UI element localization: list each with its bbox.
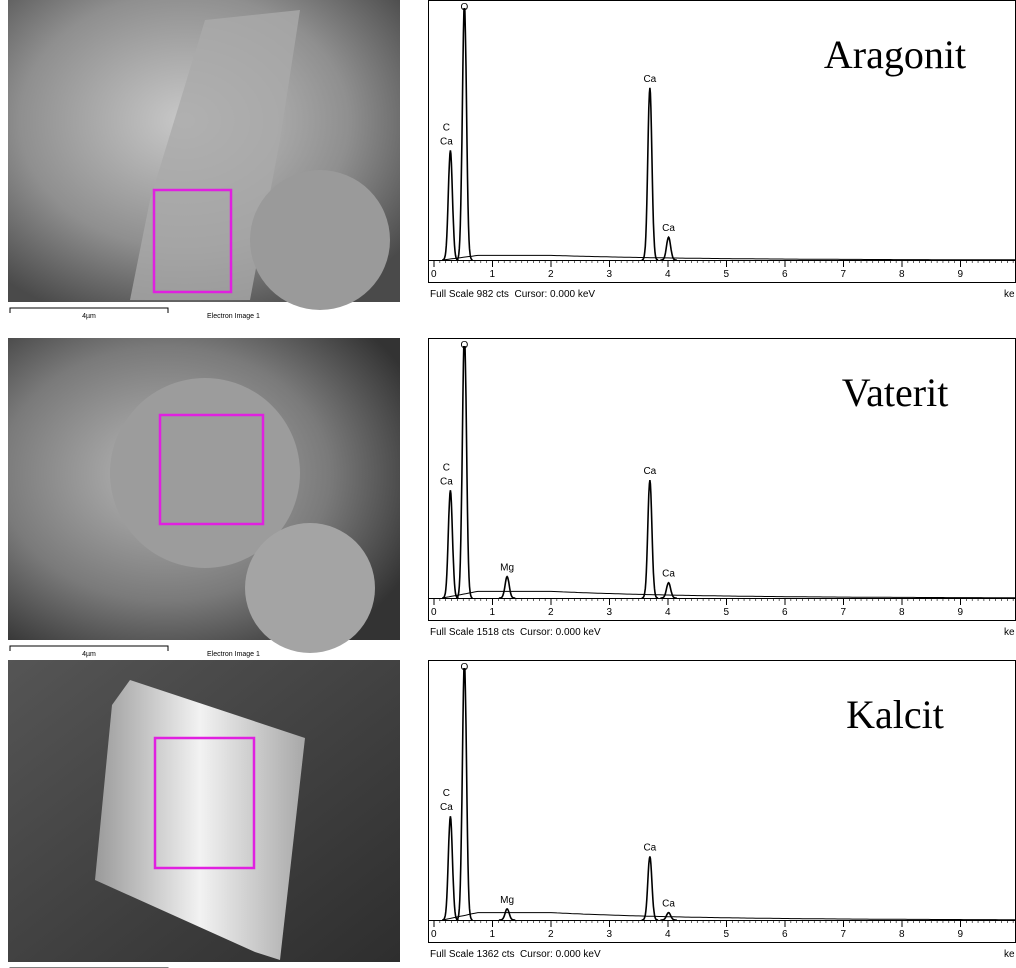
peak-label: Ca [440, 136, 453, 147]
peak-label: Ca [662, 569, 675, 580]
x-unit: ke [1004, 289, 1015, 300]
peak-label: Ca [643, 843, 656, 854]
mineral-label: Kalcit [846, 692, 944, 737]
background-continuum [442, 590, 1016, 599]
scale-bar-label: 4µm [82, 313, 96, 320]
x-tick-label: 3 [607, 607, 613, 618]
sem-image [8, 338, 400, 653]
spectrum-plot [442, 8, 1016, 261]
sem-caption: Electron Image 1 [207, 313, 260, 320]
spectrum-plot [442, 668, 1016, 921]
x-tick-label: 1 [490, 607, 496, 618]
x-tick-label: 9 [958, 269, 964, 280]
panel-row: 4µm Electron Image 1 Vaterit C Ca O Mg Ca Ca 0 1 2 3… [8, 338, 1016, 658]
spectrum-plot [442, 346, 1016, 599]
x-tick-label: 5 [724, 607, 730, 618]
status-line: Full Scale 982 cts Cursor: 0.000 keV [430, 289, 595, 300]
x-tick-label: 5 [724, 929, 730, 940]
peak [641, 87, 659, 261]
peak-label: Ca [662, 899, 675, 910]
peak-label: Mg [500, 895, 514, 906]
x-tick-label: 6 [782, 269, 788, 280]
peak [456, 346, 473, 599]
spectrum-frame [428, 660, 1016, 943]
peak [442, 150, 459, 261]
analysis-box [153, 736, 256, 870]
x-tick-label: 4 [665, 607, 671, 618]
analysis-box [158, 413, 265, 526]
peak [498, 907, 516, 921]
x-tick-label: 6 [782, 607, 788, 618]
x-tick-label: 0 [431, 929, 437, 940]
x-unit: ke [1004, 949, 1015, 960]
peak-label: O [461, 2, 469, 13]
peak-label: O [461, 340, 469, 351]
x-tick-label: 9 [958, 929, 964, 940]
x-tick-label: 2 [548, 607, 554, 618]
sem-image [8, 660, 400, 962]
peak [442, 816, 459, 921]
mineral-label: Vaterit [842, 370, 949, 415]
x-tick-label: 1 [490, 929, 496, 940]
scale-bar [9, 645, 169, 651]
sem-sphere [250, 170, 390, 310]
sem-caption: Electron Image 1 [207, 651, 260, 658]
panel-row: 4µm Electron Image 1 Aragonit C Ca O Ca Ca 0 1 2 3 4… [8, 0, 1016, 320]
analysis-box [152, 188, 233, 294]
sem-sphere [110, 378, 300, 568]
x-tick-label: 8 [899, 269, 905, 280]
peak [641, 856, 659, 921]
peak-label: C [443, 122, 450, 133]
spectrum-frame [428, 0, 1016, 283]
peak [498, 575, 516, 599]
background-continuum [442, 912, 1016, 921]
x-tick-label: 9 [958, 607, 964, 618]
peak-label: C [443, 462, 450, 473]
x-tick-label: 3 [607, 269, 613, 280]
peak [442, 490, 459, 599]
peak [660, 911, 677, 921]
x-tick-label: 1 [490, 269, 496, 280]
x-tick-label: 4 [665, 269, 671, 280]
mineral-label: Aragonit [824, 32, 966, 77]
x-tick-label: 5 [724, 269, 730, 280]
peak [456, 668, 473, 921]
peak [660, 581, 677, 599]
peak-label: C [443, 788, 450, 799]
peak-label: Mg [500, 563, 514, 574]
peak-label: Ca [440, 802, 453, 813]
x-tick-label: 0 [431, 607, 437, 618]
scale-bar-label: 4µm [82, 651, 96, 658]
x-tick-label: 8 [899, 929, 905, 940]
peak-label: Ca [643, 466, 656, 477]
peak [660, 235, 677, 261]
x-tick-label: 6 [782, 929, 788, 940]
sem-image [8, 0, 400, 310]
x-tick-label: 4 [665, 929, 671, 940]
peak-label: Ca [643, 74, 656, 85]
sem-crystal [95, 680, 305, 960]
status-line: Full Scale 1518 cts Cursor: 0.000 keV [430, 627, 601, 638]
x-tick-label: 8 [899, 607, 905, 618]
peak-label: O [461, 662, 469, 673]
x-tick-label: 3 [607, 929, 613, 940]
x-tick-label: 7 [841, 269, 847, 280]
x-tick-label: 0 [431, 269, 437, 280]
x-tick-label: 7 [841, 929, 847, 940]
x-tick-label: 2 [548, 929, 554, 940]
spectrum-frame [428, 338, 1016, 621]
peak-label: Ca [662, 223, 675, 234]
peak [641, 479, 659, 599]
peak [456, 8, 473, 261]
x-unit: ke [1004, 627, 1015, 638]
sem-sphere [245, 523, 375, 653]
background-continuum [442, 254, 1016, 261]
x-tick-label: 2 [548, 269, 554, 280]
status-line: Full Scale 1362 cts Cursor: 0.000 keV [430, 949, 601, 960]
scale-bar [9, 307, 169, 313]
x-tick-label: 7 [841, 607, 847, 618]
peak-label: Ca [440, 476, 453, 487]
